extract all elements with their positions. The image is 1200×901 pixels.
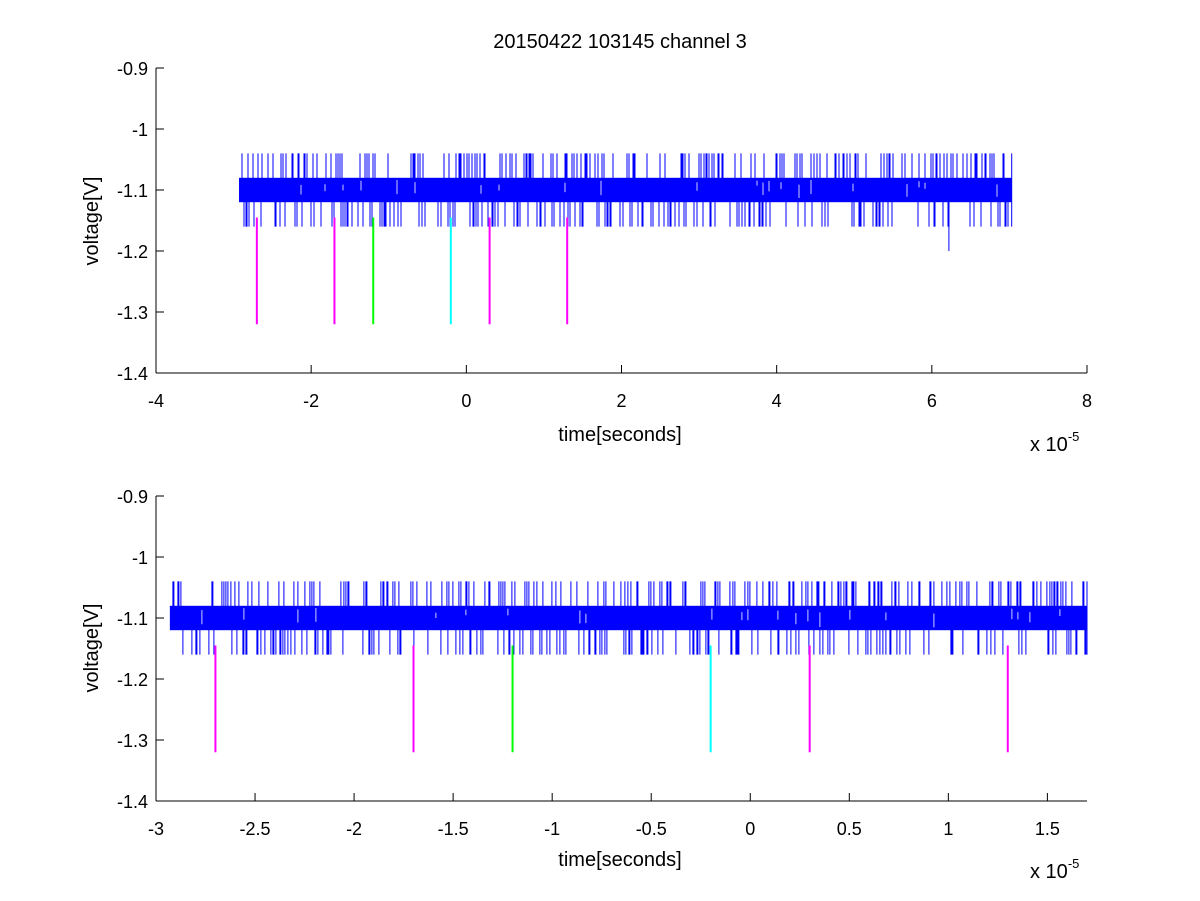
top-x-multiplier-exponent: -5 — [1068, 429, 1080, 444]
top-y-tick-label: -1.4 — [117, 364, 148, 384]
bottom-subplot: -3 -2.5 -2 -1.5 -1 -0.5 0 0.5 1 1.5 -1.4 -1.3 -1.2 -1… — [81, 487, 1088, 883]
top-x-tick-label: 2 — [616, 391, 626, 411]
top-signal-spikes — [241, 153, 1013, 227]
bottom-y-axis-label: voltage[V] — [81, 604, 103, 693]
bottom-y-tick-label: -1.2 — [117, 670, 148, 690]
top-x-axis-label: time[seconds] — [558, 424, 681, 446]
bottom-x-axis-label: time[seconds] — [558, 849, 681, 871]
top-x-tick-label: -4 — [148, 391, 164, 411]
bottom-x-tick-label: 0.5 — [837, 819, 862, 839]
top-x-tick-label: 4 — [772, 391, 782, 411]
bottom-x-tick-label: 0 — [745, 819, 755, 839]
top-plot-ticks: -4 -2 0 2 4 6 8 -1.4 -1.3 -1.2 -1.1 -1 -0.9 — [117, 59, 1092, 411]
top-x-tick-label: 0 — [461, 391, 471, 411]
top-x-multiplier-base: x 10 — [1030, 434, 1068, 456]
top-subplot: -4 -2 0 2 4 6 8 -1.4 -1.3 -1.2 -1.1 -1 -0.9 time[sec… — [81, 59, 1092, 456]
top-x-multiplier: x 10-5 — [1030, 429, 1079, 456]
top-x-tick-label: -2 — [303, 391, 319, 411]
bottom-y-tick-label: -1.4 — [117, 792, 148, 812]
bottom-signal-spikes — [172, 581, 1088, 655]
top-y-tick-label: -1.2 — [117, 242, 148, 262]
bottom-x-tick-label: -2.5 — [240, 819, 271, 839]
bottom-plot-traces — [169, 581, 1088, 655]
top-signal-gaps — [300, 179, 998, 198]
top-plot-markers — [255, 217, 569, 325]
bottom-y-tick-label: -1.3 — [117, 731, 148, 751]
bottom-y-tick-label: -1.1 — [117, 609, 148, 629]
top-y-tick-label: -1 — [132, 120, 148, 140]
bottom-plot-markers — [214, 645, 1009, 753]
top-y-tick-label: -0.9 — [117, 59, 148, 79]
bottom-x-tick-label: -1.5 — [438, 819, 469, 839]
top-plot-traces — [239, 153, 1013, 251]
bottom-x-tick-label: -2 — [346, 819, 362, 839]
figure-title: 20150422 103145 channel 3 — [493, 31, 747, 53]
bottom-x-tick-label: 1 — [943, 819, 953, 839]
bottom-x-tick-label: 1.5 — [1035, 819, 1060, 839]
bottom-x-multiplier-base: x 10 — [1030, 861, 1068, 883]
bottom-plot-axes — [155, 496, 1087, 802]
bottom-y-tick-label: -0.9 — [117, 487, 148, 507]
top-y-tick-label: -1.1 — [117, 181, 148, 201]
bottom-x-multiplier: x 10-5 — [1030, 856, 1079, 883]
top-x-tick-label: 6 — [927, 391, 937, 411]
bottom-x-tick-label: -0.5 — [636, 819, 667, 839]
bottom-signal-gaps — [201, 608, 1061, 628]
top-y-tick-label: -1.3 — [117, 303, 148, 323]
top-x-tick-label: 8 — [1082, 391, 1092, 411]
top-y-axis-label: voltage[V] — [81, 177, 103, 266]
bottom-x-tick-label: -3 — [148, 819, 164, 839]
bottom-x-tick-label: -1 — [544, 819, 560, 839]
bottom-x-multiplier-exponent: -5 — [1068, 856, 1080, 871]
top-signal-band — [239, 177, 1012, 203]
bottom-plot-ticks: -3 -2.5 -2 -1.5 -1 -0.5 0 0.5 1 1.5 -1.4 -1.3 -1.2 -1… — [117, 487, 1060, 839]
bottom-y-tick-label: -1 — [132, 548, 148, 568]
